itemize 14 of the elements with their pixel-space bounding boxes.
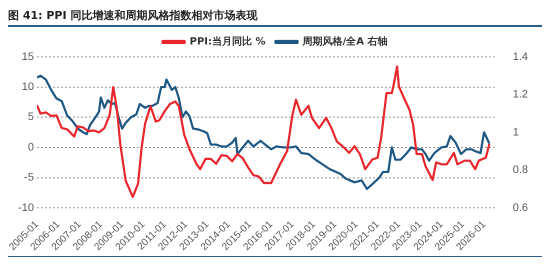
y2-tick-label: 1.4 (512, 50, 528, 63)
y-tick-label: 15 (22, 50, 34, 63)
y-tick-label: -5 (24, 172, 34, 184)
y-tick-label: 5 (28, 111, 34, 124)
y2-tick-label: 0.6 (512, 202, 528, 214)
y-tick-label: 10 (22, 81, 34, 94)
y-tick-label: 0 (28, 141, 34, 154)
legend-label: 周期风格/全A 右轴 (302, 36, 388, 48)
legend-label: PPI:当月同比 % (190, 36, 266, 48)
y2-tick-label: 0.8 (512, 164, 528, 176)
y2-tick-label: 1.2 (512, 88, 528, 101)
y2-tick-label: 1 (512, 126, 519, 138)
chart-title: 图 41: PPI 同比增速和周期风格指数相对市场表现 (8, 8, 542, 27)
y-tick-label: -10 (18, 202, 34, 214)
